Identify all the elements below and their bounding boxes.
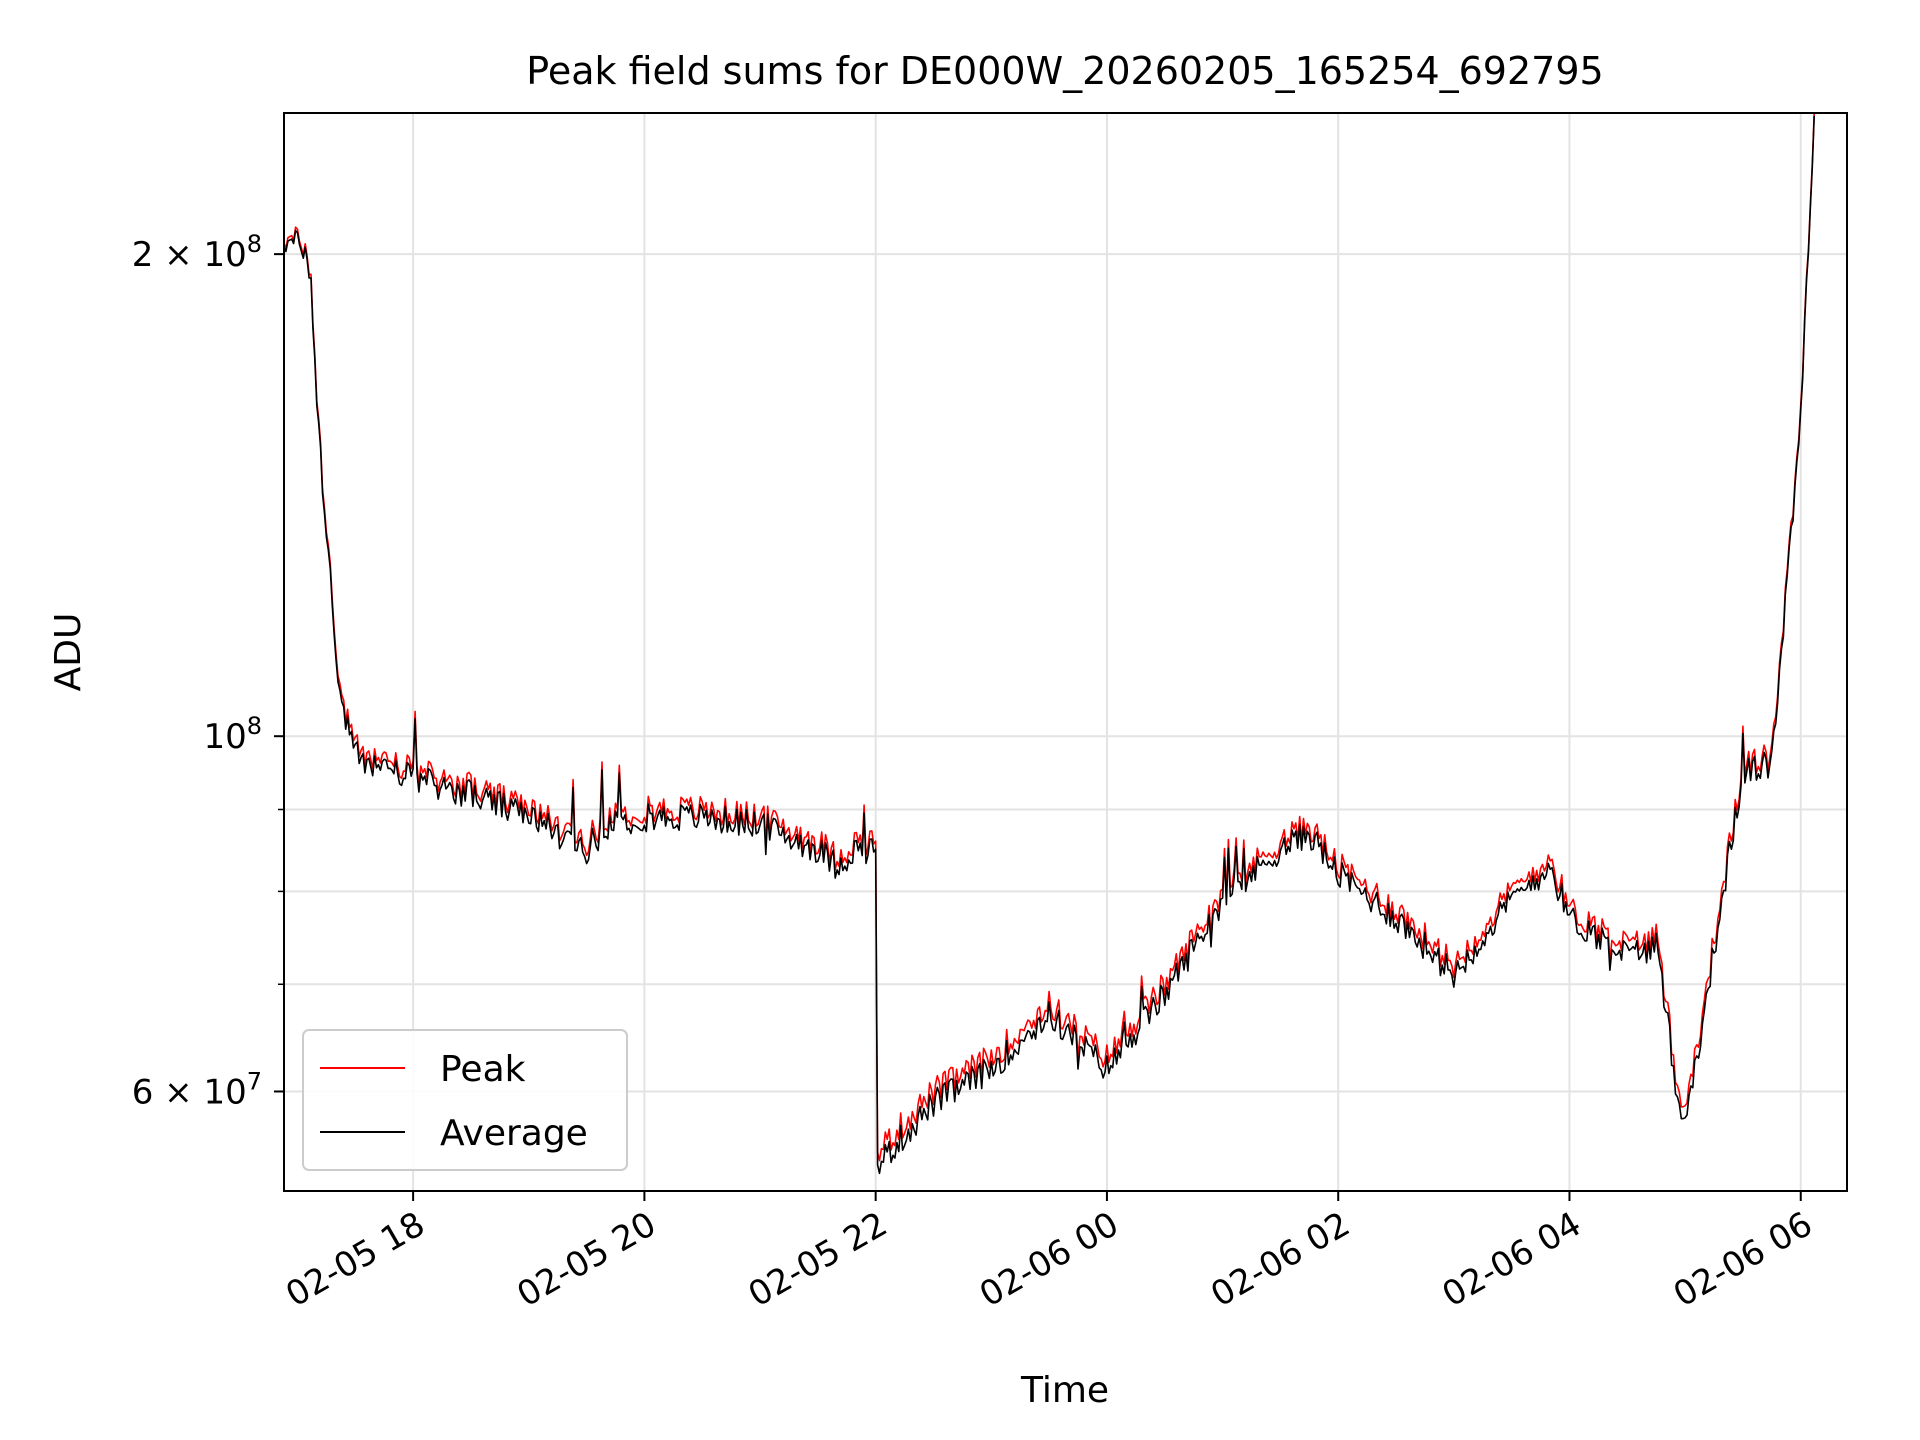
plot-frame	[283, 112, 1848, 1192]
y-axis-label: ADU	[48, 613, 89, 692]
chart-title: Peak field sums for DE000W_20260205_1652…	[526, 49, 1603, 93]
legend-label-peak: Peak	[440, 1049, 526, 1090]
y-axis-ticks: 2 × 108 108 6 × 107	[132, 230, 284, 1112]
y-tick-label: 6 × 107	[132, 1067, 262, 1112]
x-axis-label: Time	[1020, 1370, 1109, 1411]
y-tick-label: 2 × 108	[132, 230, 262, 275]
legend-box	[302, 1029, 628, 1171]
series-line-average	[284, 115, 1815, 1175]
grid	[284, 113, 1847, 1191]
y-tick-label: 108	[203, 712, 262, 757]
series-layer	[284, 113, 1815, 1175]
legend-label-average: Average	[440, 1113, 588, 1154]
legend: Peak Average	[302, 1029, 628, 1171]
